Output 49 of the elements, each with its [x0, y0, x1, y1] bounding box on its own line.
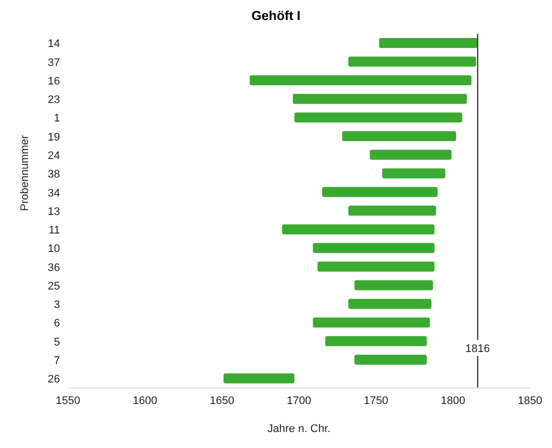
- x-tick-label: 1800: [440, 394, 466, 407]
- bar: [312, 317, 430, 328]
- y-tick-label: 1: [54, 112, 60, 125]
- bar: [317, 262, 435, 272]
- bar: [292, 94, 467, 104]
- bar: [354, 354, 427, 365]
- chart-title: Gehöft I: [250, 8, 302, 25]
- y-tick-label: 23: [48, 94, 60, 106]
- y-tick-label: 34: [48, 187, 60, 200]
- y-tick-label: 36: [48, 262, 60, 274]
- y-tick-label: 10: [48, 243, 60, 256]
- y-tick-label: 7: [54, 354, 60, 367]
- bar: [379, 38, 478, 48]
- x-tick-label: 1550: [56, 394, 80, 407]
- bar: [382, 168, 446, 178]
- bar: [370, 150, 452, 160]
- bar: [325, 336, 427, 346]
- bar: [322, 187, 438, 198]
- y-tick-label: 25: [48, 280, 60, 292]
- y-tick-label: 38: [48, 168, 60, 181]
- x-tick-label: 1700: [286, 394, 312, 407]
- bar: [348, 298, 432, 309]
- x-tick-label: 1600: [132, 394, 158, 407]
- bar: [224, 373, 294, 384]
- y-tick-label: 3: [54, 299, 60, 312]
- x-tick-label: 1650: [210, 394, 234, 407]
- ref-line-label: 1816: [465, 343, 490, 355]
- y-tick-label: 24: [48, 150, 60, 162]
- bar: [348, 206, 436, 216]
- y-tick-label: 11: [48, 224, 60, 237]
- bar: [294, 112, 462, 123]
- x-tick-label: 1750: [364, 394, 388, 407]
- y-tick-label: 14: [48, 38, 60, 50]
- bar: [342, 131, 456, 142]
- bar: [348, 56, 476, 67]
- y-tick-label: 6: [54, 318, 60, 330]
- y-axis-title: Probennummer: [18, 134, 31, 211]
- y-tick-label: 37: [48, 56, 60, 69]
- bar: [282, 224, 435, 234]
- y-tick-label: 19: [48, 131, 60, 144]
- y-tick-label: 26: [48, 374, 60, 386]
- x-tick-label: 1850: [518, 394, 542, 407]
- y-tick-label: 16: [48, 75, 60, 88]
- y-tick-label: 5: [54, 336, 60, 348]
- y-tick-label: 13: [48, 206, 60, 218]
- x-axis-title: Jahre n. Chr.: [268, 423, 330, 435]
- bar: [354, 280, 433, 290]
- bar: [312, 242, 435, 253]
- bar: [250, 75, 472, 86]
